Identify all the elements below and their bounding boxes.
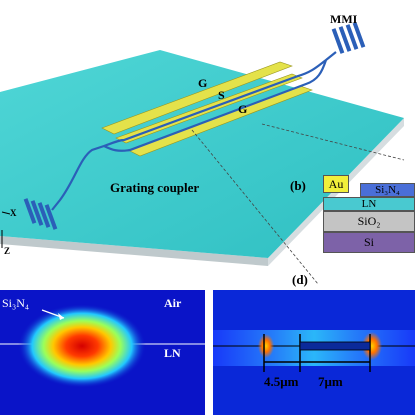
substrate-side [0, 236, 268, 266]
layer-au-label: Au [328, 176, 344, 191]
si3n4-arrow-head [58, 313, 64, 320]
leader-line-bottom [191, 129, 319, 285]
grating-coupler-top [331, 22, 366, 54]
grating-coupler-bottom [23, 198, 58, 230]
panel-d-label: (d) [292, 272, 308, 287]
electrode-g-bottom-label: G [238, 102, 248, 116]
ln-field-label: LN [164, 346, 181, 360]
layer-ln: LN [323, 197, 415, 211]
layer-sio2: SiO₂ [323, 211, 415, 232]
layer-si3n4-label: Si₃N₄ [375, 184, 400, 196]
substrate-top [0, 50, 404, 258]
layer-si3n4: Si₃N₄ [360, 183, 415, 197]
signal-electrode-bar [299, 341, 371, 351]
electrode-g-top-label: G [198, 76, 208, 90]
layer-si-label: Si [363, 235, 374, 249]
waveguide-path [51, 51, 337, 211]
grating-coupler-label: Grating coupler [110, 180, 200, 195]
mode-field-spot [18, 304, 146, 388]
width-label: 7μm [318, 374, 343, 389]
electrode-ground-top [101, 61, 293, 135]
leader-line-top [261, 123, 405, 161]
field-hotspot-right [362, 332, 382, 360]
mmi-label: MMI [330, 12, 358, 26]
air-label: Air [164, 296, 182, 310]
layer-sio2-label: SiO₂ [357, 214, 381, 228]
axis-z-label: Z [4, 246, 11, 256]
layer-ln-label: LN [361, 198, 377, 210]
gap-label: 4.5μm [264, 374, 299, 389]
layer-au: Au [323, 175, 349, 193]
electrode-s-label: S [218, 88, 225, 102]
panel-b-label: (b) [290, 178, 306, 193]
axis-x-label: X [10, 208, 17, 218]
si3n4-field-label: Si₃N₄ [2, 296, 30, 310]
axis-x-arrow [1, 211, 11, 215]
field-hotspot-left [258, 334, 274, 358]
